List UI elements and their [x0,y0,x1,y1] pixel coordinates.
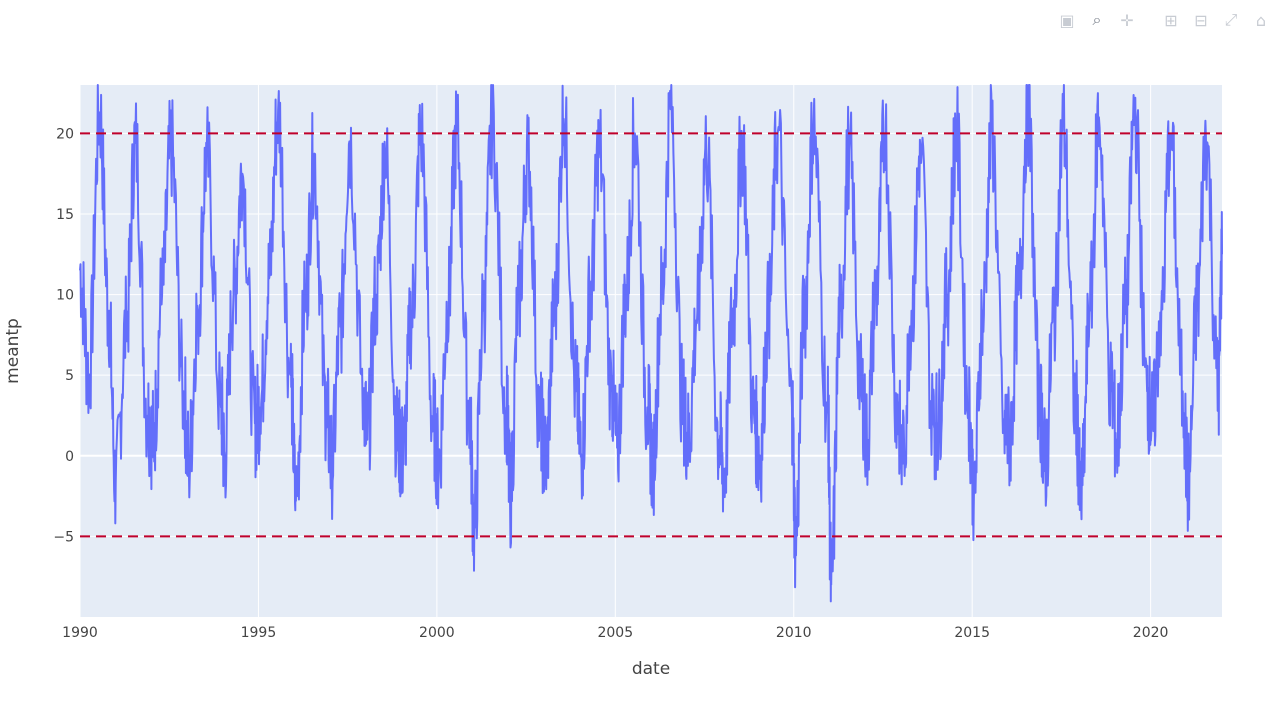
zoom-out-icon: ⊟ [1194,10,1208,30]
x-axis: 1990 1995 2000 2005 2010 2015 2020 [62,625,1168,641]
y-axis-title: meantp [3,318,23,384]
home-button[interactable]: ⌂ [1248,8,1274,32]
x-tick-label: 2005 [597,625,633,641]
x-tick-label: 2015 [954,625,990,641]
plot-modebar: ▣ ⌕ ✛ ⊞ ⊟ ⤢ ⌂ [1054,8,1274,32]
x-tick-label: 2010 [776,625,812,641]
pan-button[interactable]: ✛ [1114,8,1140,32]
y-tick-label: 15 [56,207,74,223]
camera-button[interactable]: ▣ [1054,8,1080,32]
camera-icon: ▣ [1059,10,1075,30]
y-axis: −5 0 5 10 15 20 [53,126,74,545]
x-tick-label: 2020 [1133,625,1169,641]
y-tick-label: −5 [53,529,74,545]
pan-icon: ✛ [1120,10,1134,30]
y-tick-label: 0 [65,449,74,465]
autoscale-button[interactable]: ⤢ [1218,8,1244,32]
y-tick-label: 5 [65,368,74,384]
x-tick-label: 1995 [241,625,277,641]
y-tick-label: 20 [56,126,74,142]
x-axis-title: date [632,659,670,679]
zoom-in-button[interactable]: ⊞ [1158,8,1184,32]
home-icon: ⌂ [1255,10,1267,30]
zoom-button[interactable]: ⌕ [1084,8,1110,32]
zoom-icon: ⌕ [1092,10,1102,29]
autoscale-icon: ⤢ [1224,10,1238,29]
grid-lines [79,85,1222,617]
threshold-lines [80,132,1222,538]
y-tick-label: 10 [56,288,74,304]
series-layer [79,84,1223,603]
x-tick-label: 1990 [62,625,98,641]
series-line [79,84,1223,603]
x-tick-label: 2000 [419,625,455,641]
zoom-in-icon: ⊞ [1164,10,1178,30]
zoom-out-button[interactable]: ⊟ [1188,8,1214,32]
